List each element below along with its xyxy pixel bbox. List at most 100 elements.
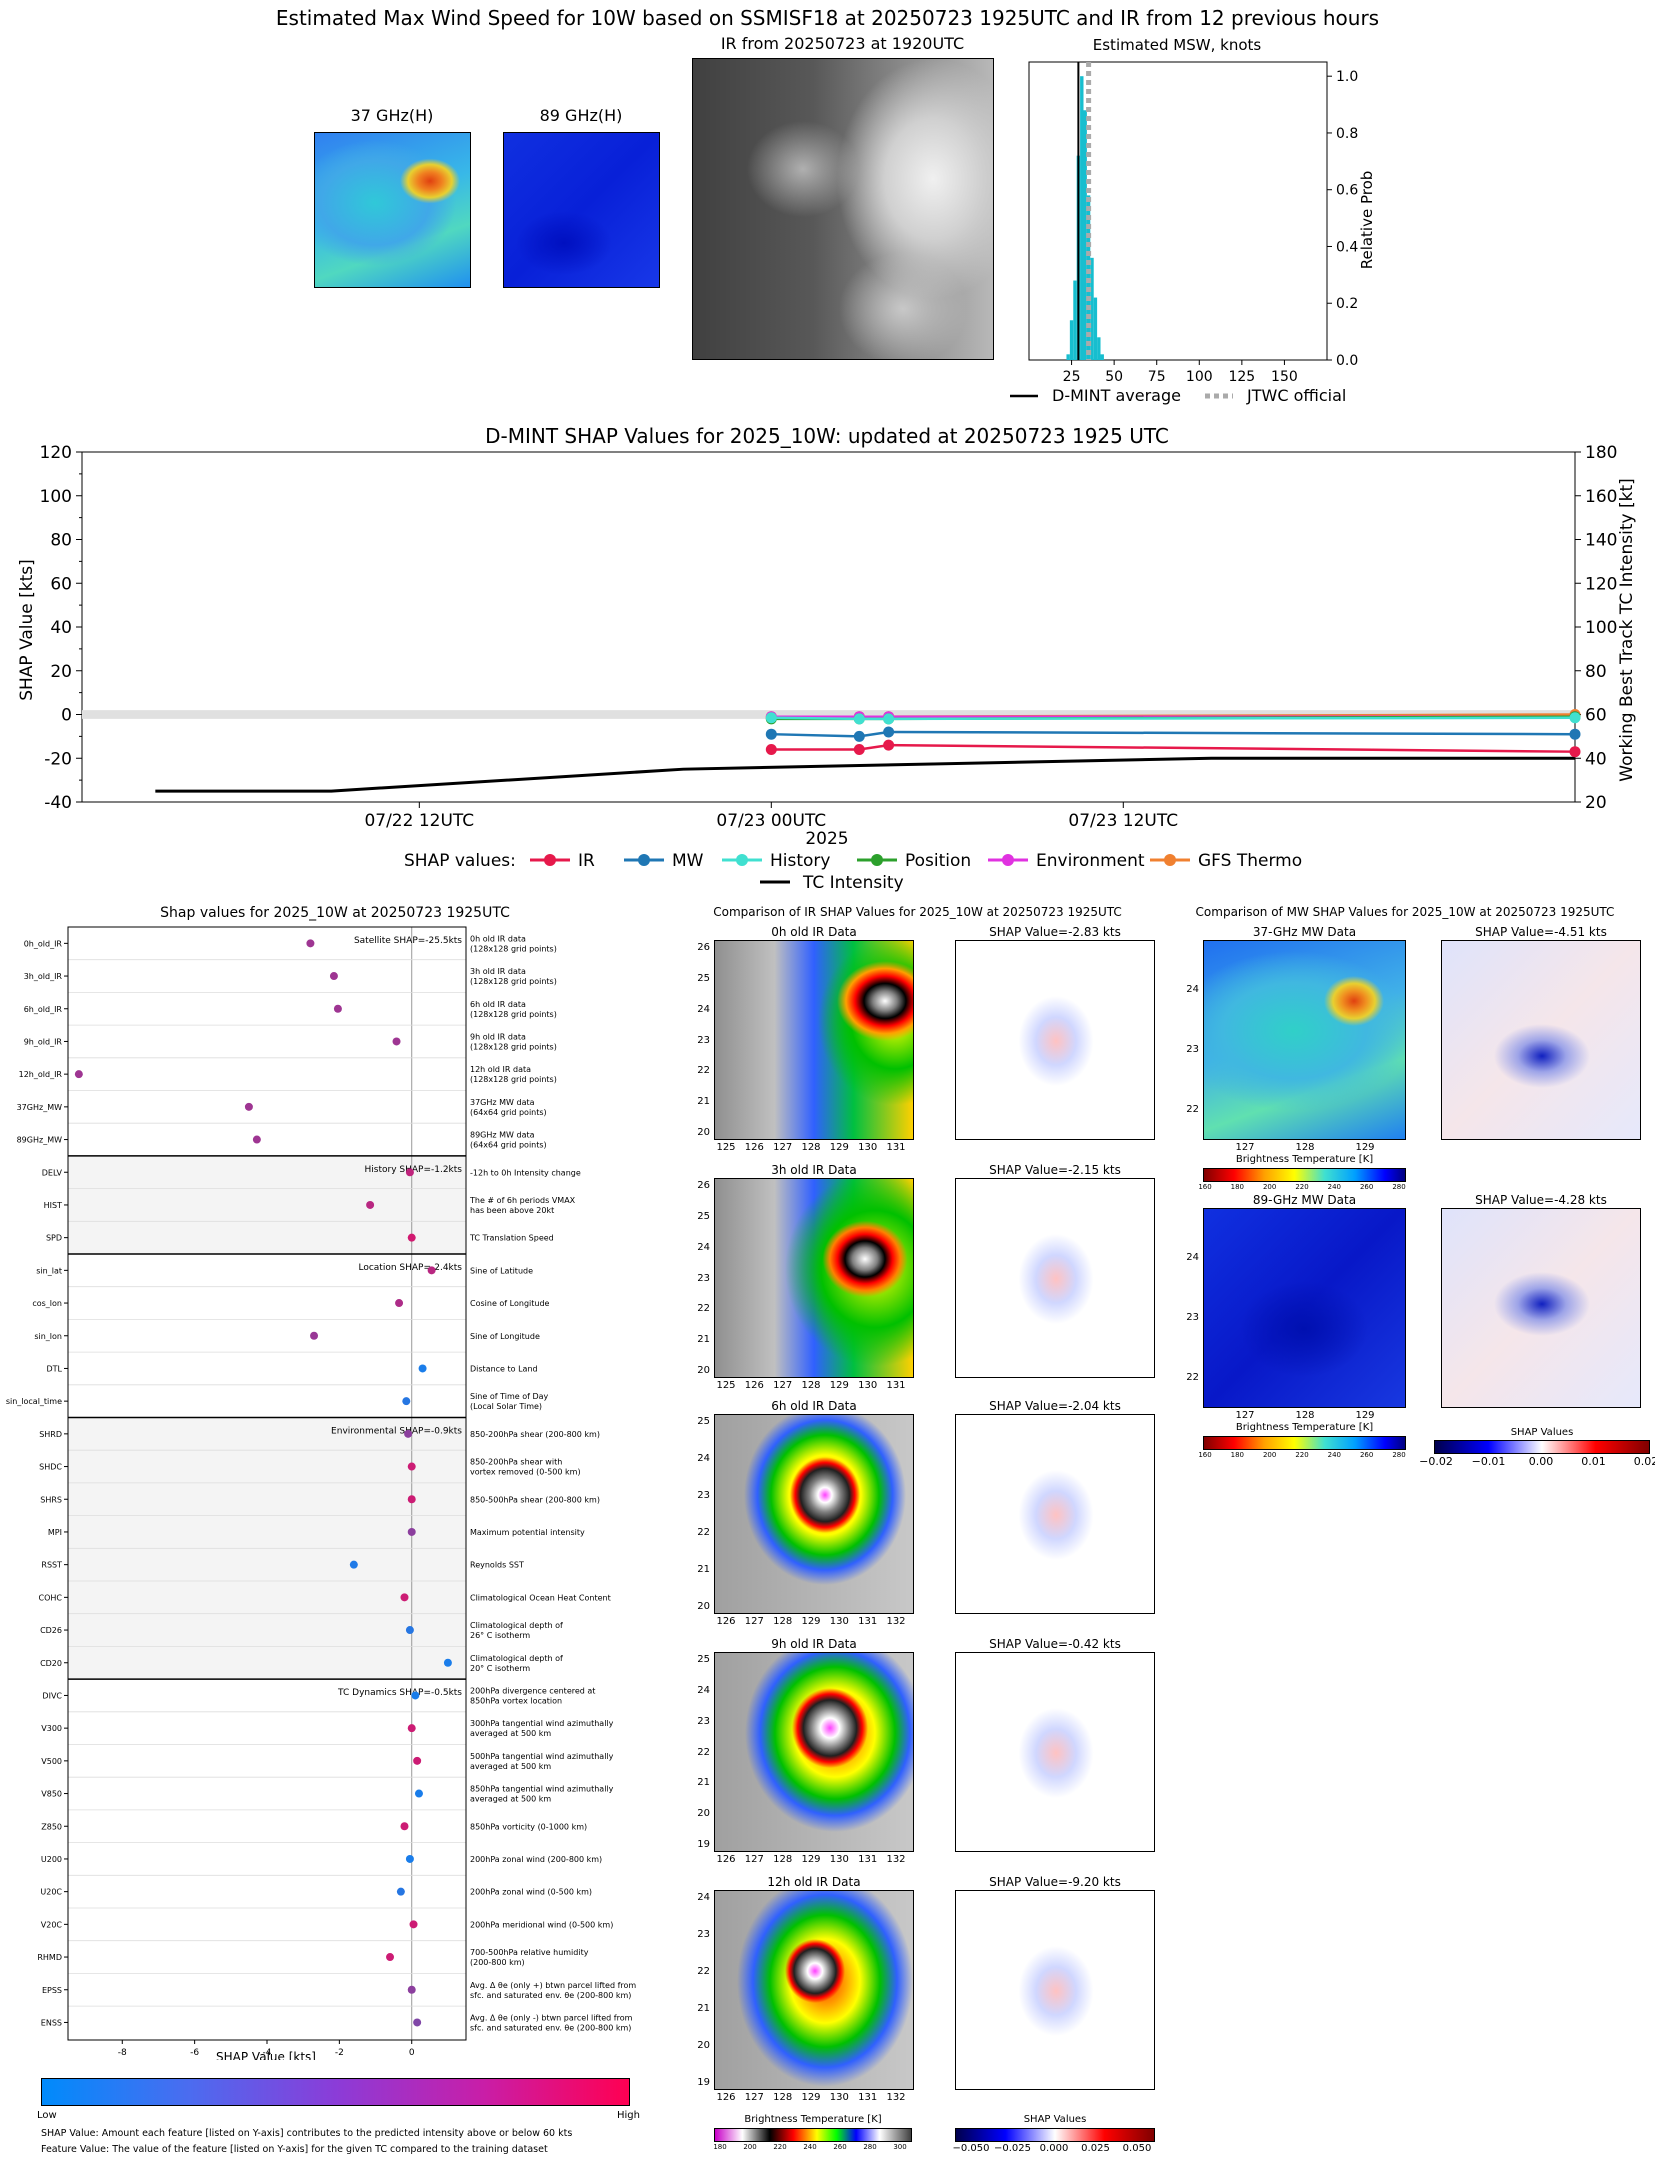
feature-name: sin_lon	[34, 1332, 62, 1341]
mw-shap-tick: 0.00	[1528, 1455, 1554, 1468]
ts-point	[1569, 728, 1581, 740]
ir-xtick-label: 130	[829, 1854, 849, 1865]
ir-shap-image	[955, 1414, 1155, 1614]
msw-bar	[1073, 280, 1077, 360]
feature-group-label: Environmental SHAP=-0.9kts	[331, 1427, 462, 1437]
ts-series-history	[771, 716, 1576, 721]
msw-ytick-label: 0.8	[1336, 126, 1358, 142]
ir-ytick-label: 24	[697, 1892, 710, 1903]
ir-shap-image	[955, 1890, 1155, 2090]
ts-series-ir	[771, 743, 1576, 753]
ir-data-title: 9h old IR Data	[771, 1637, 857, 1651]
ir-xtick-label: 126	[744, 1380, 764, 1391]
feature-point	[333, 1004, 342, 1013]
ts-y2tick-label: 140	[1585, 531, 1617, 551]
ts-y2label: Working Best Track TC Intensity [kt]	[1617, 478, 1637, 782]
feature-desc: 9h old IR data	[470, 1032, 526, 1041]
ir-xtick-label: 132	[886, 1616, 906, 1627]
mw-comparison-title: Comparison of MW SHAP Values for 2025_10…	[1195, 905, 1615, 919]
ir-xtick-label: 127	[744, 1616, 764, 1627]
feature-point	[407, 1495, 416, 1504]
feature-desc: 500hPa tangential wind azimuthally	[470, 1752, 614, 1761]
feature-desc: Cosine of Longitude	[470, 1299, 550, 1308]
feature-desc: 37GHz MW data	[470, 1098, 535, 1107]
feature-desc: (Local Solar Time)	[470, 1402, 542, 1411]
ts-legend-label: History	[770, 851, 830, 871]
ts-point	[1569, 746, 1581, 758]
ir-xtick-label: 128	[801, 1380, 821, 1391]
feature-point	[407, 1527, 416, 1536]
feature-xtick-label: -4	[263, 2048, 272, 2058]
ts-point	[853, 744, 865, 755]
ts-legend-marker	[736, 854, 748, 866]
feature-name: RSST	[41, 1561, 62, 1570]
ts-ytick-label: -40	[44, 793, 72, 813]
feature-desc: (128x128 grid points)	[470, 1010, 557, 1019]
feature-desc: (200-800 km)	[470, 1958, 525, 1967]
ir-xtick-label: 125	[716, 1380, 736, 1391]
feature-desc: 300hPa tangential wind azimuthally	[470, 1719, 614, 1728]
msw-ytick-label: 0.6	[1336, 183, 1358, 199]
ts-y2tick-label: 120	[1585, 574, 1617, 594]
colorbar-low: Low	[37, 2110, 57, 2121]
ir-xtick-label: 129	[801, 1616, 821, 1627]
feature-desc: vortex removed (0-500 km)	[470, 1468, 581, 1477]
ts-legend-label: IR	[578, 851, 595, 871]
ts-xlabel: 2025	[805, 829, 848, 849]
ir-xtick-label: 125	[716, 1142, 736, 1153]
ts-legend-title: SHAP values:	[404, 851, 516, 871]
feature-desc: sfc. and saturated env. θe (200-800 km)	[470, 1991, 631, 2000]
mw-bt-tick: 220	[1295, 1183, 1309, 1191]
mw-shap-label: SHAP Values	[1510, 1427, 1574, 1438]
ir-ytick-label: 20	[697, 1127, 710, 1138]
feature-name: COHC	[39, 1593, 63, 1602]
feature-group-label: Satellite SHAP=-25.5kts	[354, 936, 462, 946]
feature-name: V300	[41, 1724, 62, 1733]
feature-name: 3h_old_IR	[24, 972, 63, 981]
ts-y2tick-label: 180	[1585, 443, 1617, 463]
ir-data-image	[714, 1890, 914, 2090]
feature-desc: (128x128 grid points)	[470, 944, 557, 953]
msw-xtick-label: 125	[1228, 369, 1255, 385]
feature-point	[427, 1266, 436, 1275]
mw-ytick-label: 22	[1186, 1104, 1199, 1115]
mw-bt-tick: 180	[1230, 1451, 1245, 1459]
ir-xtick-label: 126	[716, 2092, 736, 2103]
p37-title: 37 GHz(H)	[350, 106, 434, 125]
feature-desc: (64x64 grid points)	[470, 1108, 547, 1117]
feature-group-label: Location SHAP=-2.4kts	[358, 1263, 462, 1273]
mw-xtick-label: 127	[1235, 1410, 1255, 1421]
ts-ytick-label: 40	[50, 618, 72, 638]
feature-desc: -12h to 0h Intensity change	[470, 1168, 581, 1177]
msw-legend: D-MINT average JTWC official	[1010, 386, 1346, 405]
feature-name: ENSS	[41, 2018, 62, 2027]
feature-name: SHDC	[39, 1463, 62, 1472]
ir-ytick-label: 24	[697, 1453, 710, 1464]
ir-bt-tick: 280	[863, 2143, 877, 2151]
ir-data-image	[714, 1178, 914, 1378]
feature-desc: Climatological depth of	[470, 1654, 563, 1663]
feature-xtick-label: -8	[118, 2048, 127, 2058]
ts-xtick-label: 07/23 12UTC	[1068, 811, 1178, 831]
msw-bar	[1083, 110, 1087, 360]
ir-xtick-label: 131	[858, 2092, 878, 2103]
feature-point	[407, 1462, 416, 1471]
ir-ytick-label: 24	[697, 1241, 710, 1253]
feature-shap-chart: Satellite SHAP=-25.5kts 0h_old_IR 0h old I…	[6, 926, 636, 2060]
msw-bar	[1086, 195, 1091, 360]
feature-desc: 0h old IR data	[470, 934, 526, 943]
ir-xtick-label: 126	[716, 1616, 736, 1627]
mw-bt-tick: 160	[1198, 1451, 1212, 1459]
mw-bt-tick: 160	[1198, 1183, 1212, 1191]
feature-colorbar	[41, 2078, 630, 2106]
mw-bt-label: Brightness Temperature [K]	[1235, 1422, 1374, 1433]
msw-histogram: Estimated MSW, knots 25 50 75 100 125 150 0.0 0…	[1010, 36, 1376, 405]
msw-title: Estimated MSW, knots	[1093, 36, 1262, 54]
ir-comparison-title: Comparison of IR SHAP Values for 2025_10…	[713, 905, 1122, 919]
mw-data-image	[1203, 1208, 1406, 1408]
feature-group-label: TC Dynamics SHAP=-0.5kts	[337, 1688, 462, 1698]
ir-ytick-label: 23	[697, 1715, 710, 1727]
p89-title: 89 GHz(H)	[539, 106, 623, 125]
feature-desc: Avg. Δ θe (only -) btwn parcel lifted fr…	[470, 2013, 633, 2022]
feature-name: 9h_old_IR	[24, 1037, 63, 1046]
